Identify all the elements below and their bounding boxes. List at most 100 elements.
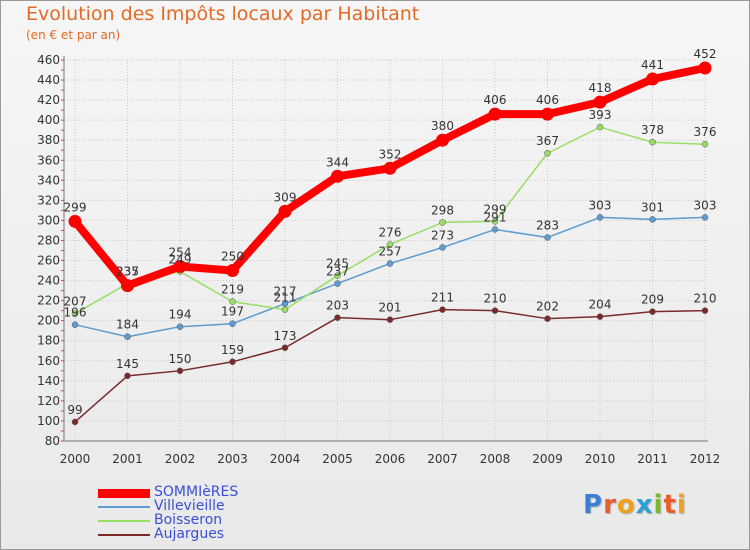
chart-title: Evolution des Impôts locaux par Habitant [26, 3, 420, 25]
data-label: 159 [221, 343, 244, 357]
data-label: 237 [116, 265, 139, 279]
data-point [593, 95, 607, 109]
x-tick-label: 2010 [585, 452, 616, 466]
data-label: 209 [641, 293, 664, 307]
logo-letter: i [676, 490, 687, 520]
data-label: 352 [379, 147, 402, 161]
data-point [173, 260, 187, 274]
legend-label: SOMMIèRES [154, 484, 239, 500]
data-point [226, 264, 239, 278]
axes [61, 56, 708, 442]
logo-letter: t [663, 490, 677, 520]
data-point [334, 314, 341, 321]
y-tick-label: 420 [37, 93, 60, 107]
logo-letter: i [653, 490, 664, 520]
data-label: 257 [379, 245, 402, 259]
data-point [488, 107, 502, 121]
data-point [439, 306, 446, 313]
data-point [491, 218, 499, 225]
y-tick-label: 400 [37, 113, 60, 127]
data-label: 291 [484, 210, 507, 224]
data-point [71, 321, 79, 328]
data-point [71, 310, 79, 317]
data-point [229, 358, 236, 366]
x-tick-label: 2009 [532, 452, 563, 466]
data-label: 378 [641, 123, 664, 137]
y-tick-label: 260 [37, 254, 60, 268]
data-label: 406 [536, 93, 559, 107]
data-label: 406 [484, 93, 507, 107]
data-point [544, 149, 551, 157]
x-tick-label: 2004 [270, 452, 301, 466]
x-tick-label: 2001 [112, 452, 143, 466]
data-point [281, 306, 289, 313]
data-label: 452 [694, 47, 717, 61]
data-points [68, 61, 712, 426]
data-label: 249 [169, 253, 192, 267]
data-label: 194 [169, 308, 192, 322]
data-label: 283 [536, 218, 559, 232]
data-point [229, 320, 236, 327]
data-point [436, 133, 449, 147]
data-label: 250 [221, 250, 244, 264]
data-label: 217 [274, 285, 297, 299]
logo-letter: r [603, 490, 617, 520]
y-tick-label: 460 [37, 53, 60, 67]
legend-label: Boisseron [154, 512, 223, 528]
data-label: 196 [64, 306, 87, 320]
y-tick-label: 440 [37, 73, 60, 87]
logo-letter: P [583, 490, 604, 520]
data-point [596, 214, 604, 221]
legend-swatch [98, 520, 150, 522]
data-label: 237 [326, 265, 349, 279]
data-label: 299 [64, 200, 87, 214]
y-tick-label: 140 [37, 374, 60, 388]
data-point [701, 140, 709, 148]
data-label: 99 [67, 403, 82, 417]
data-label: 210 [484, 292, 507, 306]
data-label: 235 [116, 265, 139, 279]
data-label: 150 [169, 352, 192, 366]
legend-label: Aujargues [154, 526, 225, 542]
data-label: 344 [326, 155, 349, 169]
data-label: 441 [641, 58, 664, 72]
data-point [649, 138, 656, 146]
x-tick-label: 2000 [60, 452, 91, 466]
logo-letter: o [616, 490, 636, 520]
y-tick-label: 380 [37, 133, 60, 147]
data-label: 211 [274, 291, 297, 305]
data-point [121, 279, 134, 293]
data-point [334, 272, 341, 279]
x-tick-label: 2003 [217, 452, 248, 466]
data-point [596, 313, 604, 320]
data-point [649, 216, 656, 223]
data-labels: 299 235 254 250 309 344 352 380 406 406 418 441 452 1… [64, 47, 717, 417]
data-point [596, 123, 604, 131]
data-point [386, 316, 394, 323]
data-label: 203 [326, 299, 349, 313]
y-tick-label: 240 [37, 274, 60, 288]
x-tick-label: 2012 [690, 452, 721, 466]
x-tick-label: 2006 [375, 452, 406, 466]
data-label: 204 [589, 298, 612, 312]
data-point [544, 315, 551, 322]
tick-labels: 80 100 120 140 160 180 200 220 240 260 280 300 320 34… [37, 53, 720, 466]
data-label: 245 [326, 257, 349, 271]
x-tick-label: 2007 [427, 452, 458, 466]
data-point [281, 344, 289, 352]
data-label: 303 [694, 198, 717, 212]
data-label: 303 [589, 198, 612, 212]
data-point [439, 244, 446, 251]
y-tick-label: 360 [37, 153, 60, 167]
proxiti-logo: Proxiti [583, 490, 687, 520]
y-tick-label: 300 [37, 213, 60, 227]
data-point [698, 61, 712, 75]
data-point [229, 298, 236, 305]
data-label: 184 [116, 318, 139, 332]
y-tick-label: 320 [37, 193, 60, 207]
data-point [176, 367, 184, 375]
data-point [124, 372, 131, 380]
grid-lines [64, 59, 708, 441]
y-tick-label: 340 [37, 173, 60, 187]
